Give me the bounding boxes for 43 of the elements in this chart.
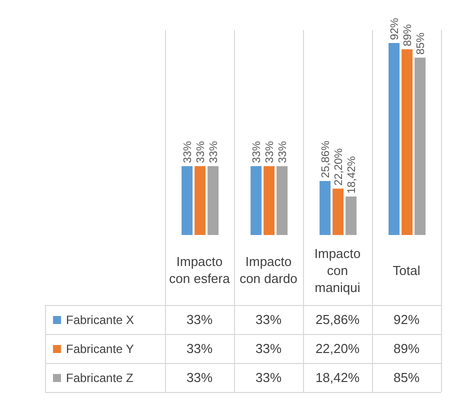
text: 33% bbox=[208, 141, 220, 164]
data-label: 22,20% bbox=[314, 340, 361, 358]
text: 33% bbox=[182, 141, 194, 164]
data-label: 33% bbox=[185, 311, 214, 329]
x-tick-label: Total bbox=[392, 262, 422, 280]
data-label: 92% bbox=[392, 311, 421, 329]
text: 18,42% bbox=[346, 156, 358, 194]
text: 92% bbox=[389, 18, 402, 40]
text: 33% bbox=[195, 141, 208, 164]
x-tick-label: Impacto con dardo bbox=[238, 253, 298, 288]
bar bbox=[320, 181, 331, 235]
text: 22,20% bbox=[333, 148, 346, 186]
data-label: 33% bbox=[254, 311, 283, 329]
bar bbox=[276, 166, 288, 235]
legend-label: Fabricante X bbox=[66, 312, 134, 326]
data-label: 18,42% bbox=[314, 369, 361, 387]
bar bbox=[208, 166, 219, 235]
bar bbox=[250, 166, 262, 235]
bar bbox=[346, 196, 357, 235]
text: 89% bbox=[402, 24, 414, 46]
data-label: 33% bbox=[185, 369, 214, 387]
text: 25,86% bbox=[320, 140, 332, 178]
data-label: 33% bbox=[254, 340, 283, 358]
data-label: 33% bbox=[254, 369, 283, 387]
text: 33% bbox=[277, 141, 290, 164]
bar bbox=[182, 166, 193, 235]
data-label: 89% bbox=[392, 340, 421, 358]
legend-label: Fabricante Z bbox=[66, 370, 134, 384]
data-label: 85% bbox=[392, 369, 421, 387]
bar bbox=[194, 166, 206, 235]
bar bbox=[264, 166, 275, 235]
bar bbox=[414, 58, 426, 235]
x-tick-label: Impacto con maniqui bbox=[313, 244, 362, 297]
text: 85% bbox=[415, 32, 428, 55]
data-label: 25,86% bbox=[314, 311, 361, 329]
legend-label: Fabricante Y bbox=[66, 342, 134, 356]
data-label: 33% bbox=[185, 340, 214, 358]
bar bbox=[332, 188, 344, 235]
x-tick-label: Impacto con esfera bbox=[168, 253, 231, 288]
text: 33% bbox=[264, 141, 276, 164]
bar bbox=[388, 42, 400, 235]
bar bbox=[402, 49, 413, 235]
text: 33% bbox=[251, 141, 264, 164]
